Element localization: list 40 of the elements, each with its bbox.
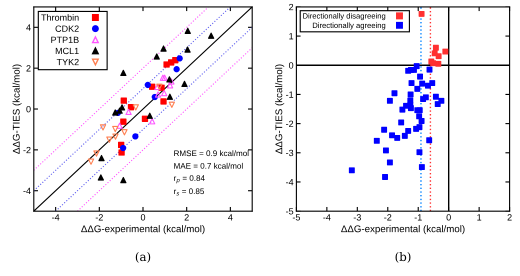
y-tick-label: -1 (286, 91, 294, 98)
x-tick-label: 2 (508, 214, 512, 220)
y-tick-label: -2 (23, 146, 31, 154)
y-tick-label: 1 (289, 33, 294, 40)
legend-label: MCL1 (56, 48, 79, 54)
legend-label: TYK2 (56, 58, 79, 66)
x-tick-label: 1 (477, 214, 482, 220)
x-tick-label: -4 (323, 214, 331, 220)
text: (b) (396, 252, 410, 263)
y-tick-label: -5 (286, 208, 294, 214)
x-axis-title: ΔΔG-experimental (kcal/mol) (341, 225, 465, 234)
y-tick-label: 2 (289, 4, 294, 10)
y-axis-title: ΔΔG-TIES (kcal/mol) (275, 64, 284, 154)
annotation: RMSE = 0.9 kcal/mol (174, 150, 248, 156)
y-tick-label: 0 (26, 106, 31, 112)
x-tick-label: -3 (354, 214, 361, 221)
y-tick-label: -4 (23, 188, 31, 194)
x-tick-label: -2 (384, 214, 392, 220)
legend-label: CDK2 (56, 25, 79, 32)
x-tick-label: 0 (446, 214, 451, 221)
text: (a) (136, 252, 150, 263)
y-tick-label: 0 (288, 62, 294, 69)
x-tick-label: 2 (184, 214, 189, 220)
x-tick-label: -2 (96, 214, 103, 220)
y-tick-label: -3 (286, 150, 294, 156)
y-axis-title: ΔΔG-TIES (kcal/mol) (12, 64, 22, 154)
x-tick-label: 0 (140, 214, 146, 221)
annotation: MAE = 0.7 kcal/mol (174, 162, 243, 169)
x-tick-label: -4 (52, 214, 60, 220)
y-tick-label: -2 (286, 120, 294, 127)
x-tick-label: -1 (414, 214, 422, 220)
annotation: r$_{s}$ = 0.85 (174, 188, 204, 196)
x-tick-label: 4 (228, 214, 233, 220)
x-axis-title: ΔΔG-experimental (kcal/mol) (81, 225, 205, 234)
annotation: r$_{p}$ = 0.84 (174, 175, 205, 184)
y-tick-label: 2 (26, 65, 31, 72)
y-tick-label: -4 (286, 179, 294, 186)
legend-label: PTP1B (51, 36, 79, 43)
y-tick-label: 4 (26, 24, 31, 31)
legend-label: Thrombin (41, 14, 79, 21)
